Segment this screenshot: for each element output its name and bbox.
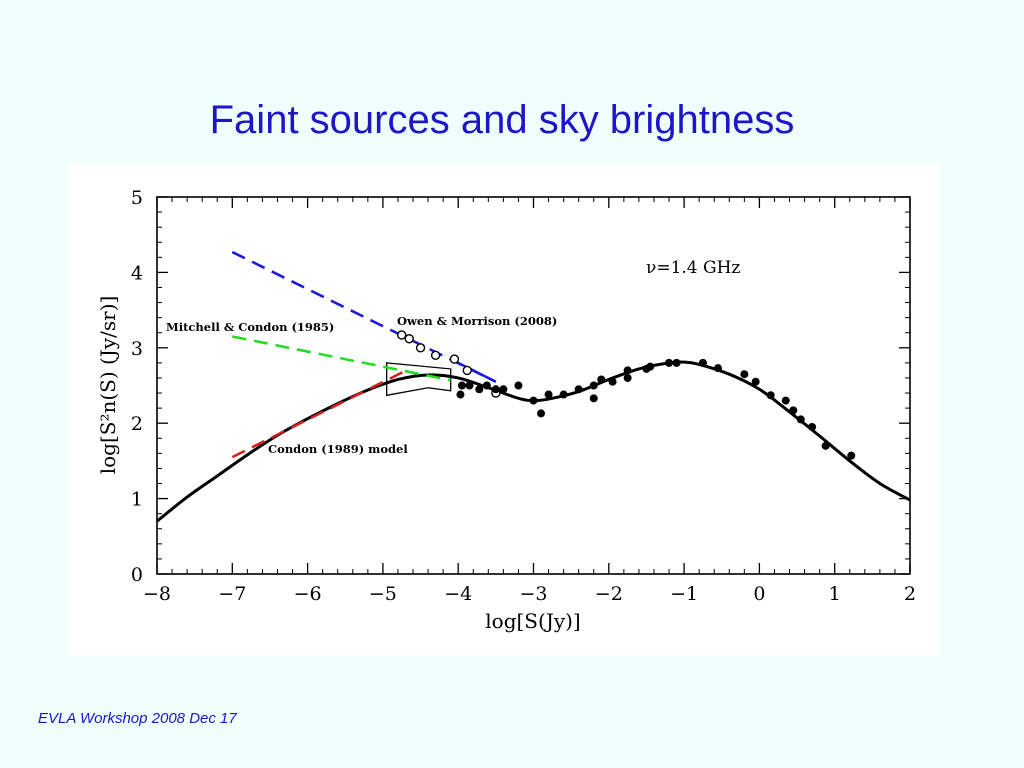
filled-data-point: [646, 362, 655, 371]
red-dashed-line: [231, 367, 410, 459]
footer-text: EVLA Workshop 2008 Dec 17: [38, 710, 237, 727]
filled-data-point: [740, 370, 749, 379]
filled-data-point: [847, 451, 856, 460]
x-axis-title: log[S(Jy)]: [485, 609, 580, 633]
open-circle-point: [404, 334, 414, 344]
open-circle-point: [430, 350, 441, 361]
filled-data-point: [589, 381, 598, 390]
x-tick-label: −4: [444, 583, 472, 605]
y-tick-label: 1: [131, 489, 143, 511]
filled-data-point: [672, 358, 681, 367]
filled-data-point: [491, 385, 500, 394]
y-tick-label: 3: [131, 338, 143, 360]
filled-data-point: [821, 441, 830, 450]
y-tick-label: 4: [131, 262, 143, 284]
filled-data-point: [698, 358, 707, 367]
filled-data-point: [808, 422, 817, 431]
filled-data-point: [457, 381, 466, 390]
x-tick-label: −8: [143, 583, 171, 605]
x-tick-label: 0: [753, 583, 765, 605]
y-axis-title: log[S²n(S) (Jy/sr)]: [96, 296, 120, 475]
open-circle-point: [415, 343, 426, 353]
filled-data-point: [559, 390, 568, 399]
filled-data-point: [623, 373, 632, 382]
filled-data-point: [574, 385, 583, 394]
open-circle-point: [397, 330, 407, 340]
filled-data-point: [482, 381, 491, 390]
x-tick-label: −2: [595, 583, 623, 605]
filled-data-point: [608, 377, 617, 386]
open-circle-point: [449, 354, 460, 364]
annotation-owen-morrison: Owen & Morrison (2008): [397, 314, 557, 328]
chart-svg: −8 −7 −6 −5 −4 −3 −2 −1 0 1 2 0 1 2 3 4 5 log[S²n(S) (Jy…: [96, 187, 916, 633]
filled-data-point: [713, 364, 722, 373]
green-dashed-line: [232, 335, 451, 382]
filled-data-point: [475, 385, 484, 394]
x-tick-label: −6: [294, 583, 322, 605]
x-tick-label: −3: [519, 583, 547, 605]
filled-data-point: [529, 396, 538, 405]
slide-title: Faint sources and sky brightness: [209, 98, 795, 142]
y-tick-label: 0: [131, 564, 143, 586]
filled-data-point: [456, 390, 465, 399]
filled-data-point: [789, 406, 798, 415]
y-tick-label: 5: [131, 187, 143, 209]
filled-data-point: [751, 377, 760, 386]
filled-data-point: [766, 391, 775, 400]
filled-data-point: [544, 390, 553, 399]
source-count-box: [386, 362, 452, 397]
filled-data-point: [796, 415, 805, 424]
filled-data-point: [781, 396, 790, 405]
x-tick-label: −7: [218, 583, 246, 605]
open-circle-point: [462, 365, 472, 376]
x-tick-label: −1: [670, 583, 698, 605]
filled-data-point: [597, 375, 606, 384]
annotation-mitchell-condon: Mitchell & Condon (1985): [166, 320, 334, 334]
x-tick-label: 2: [904, 583, 916, 605]
filled-data-point: [623, 366, 632, 375]
plot-frame: [156, 196, 911, 575]
filled-data-point: [589, 394, 598, 403]
chart-panel: −8 −7 −6 −5 −4 −3 −2 −1 0 1 2 0 1 2 3 4 5 log[S²n(S) (Jy…: [68, 162, 939, 656]
filled-data-point: [537, 409, 546, 418]
filled-data-point: [499, 385, 508, 394]
filled-data-point: [665, 358, 674, 367]
x-tick-label: 1: [829, 583, 841, 605]
annotation-condon-model: Condon (1989) model: [268, 442, 408, 456]
filled-data-point: [514, 381, 523, 390]
frequency-label: ν=1.4 GHz: [646, 258, 740, 278]
blue-solid-segment: [450, 357, 497, 383]
y-tick-label: 2: [131, 413, 143, 435]
x-tick-label: −5: [369, 583, 397, 605]
filled-data-point: [465, 381, 474, 390]
